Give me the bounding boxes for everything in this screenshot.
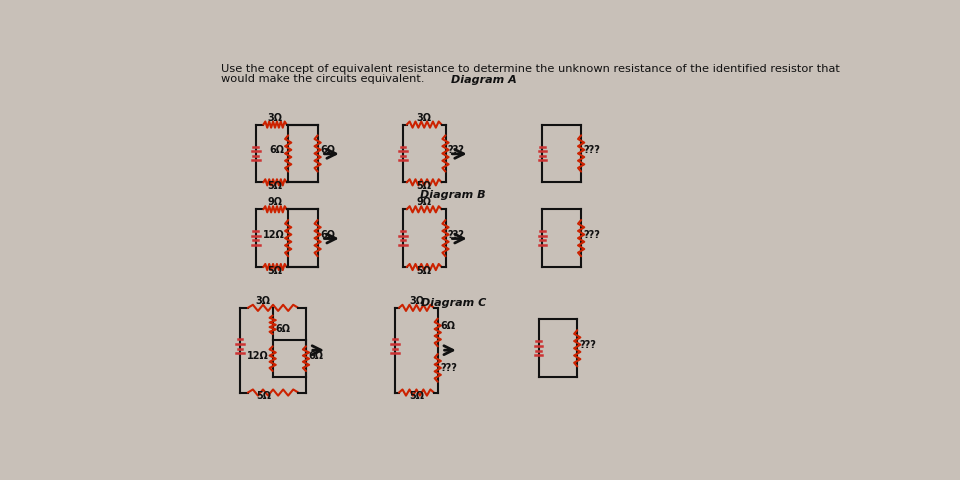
Text: 6Ω: 6Ω	[320, 145, 335, 156]
Text: Diagram B: Diagram B	[420, 190, 486, 200]
Text: 9Ω: 9Ω	[417, 197, 432, 207]
Text: 3Ω: 3Ω	[417, 113, 432, 123]
Text: 6Ω: 6Ω	[320, 230, 335, 240]
Text: 5Ω: 5Ω	[256, 392, 271, 401]
Text: 5Ω: 5Ω	[409, 392, 424, 401]
Text: 12Ω: 12Ω	[262, 230, 284, 240]
Text: ???: ???	[584, 230, 600, 240]
Text: ???: ???	[580, 340, 596, 350]
Text: would make the circuits equivalent.: would make the circuits equivalent.	[221, 74, 424, 84]
Text: Use the concept of equivalent resistance to determine the unknown resistance of : Use the concept of equivalent resistance…	[221, 64, 840, 74]
Text: 5Ω: 5Ω	[417, 181, 432, 191]
Text: 5Ω: 5Ω	[268, 266, 282, 276]
Text: 3Ω: 3Ω	[256, 296, 271, 306]
Text: ???: ???	[447, 145, 465, 156]
Text: 6Ω: 6Ω	[270, 145, 284, 156]
Text: 3Ω: 3Ω	[409, 296, 424, 306]
Text: Diagram C: Diagram C	[420, 298, 486, 308]
Text: 6Ω: 6Ω	[275, 324, 290, 335]
Text: 5Ω: 5Ω	[268, 181, 282, 191]
Text: Diagram A: Diagram A	[451, 74, 517, 84]
Text: ???: ???	[584, 145, 600, 156]
Text: ???: ???	[447, 230, 465, 240]
Text: 3Ω: 3Ω	[268, 113, 282, 123]
Text: 6Ω: 6Ω	[308, 351, 324, 360]
Text: 5Ω: 5Ω	[417, 266, 432, 276]
Text: 9Ω: 9Ω	[268, 197, 282, 207]
Text: 6Ω: 6Ω	[440, 321, 455, 331]
Text: 12Ω: 12Ω	[247, 351, 269, 360]
Text: ???: ???	[440, 363, 457, 373]
